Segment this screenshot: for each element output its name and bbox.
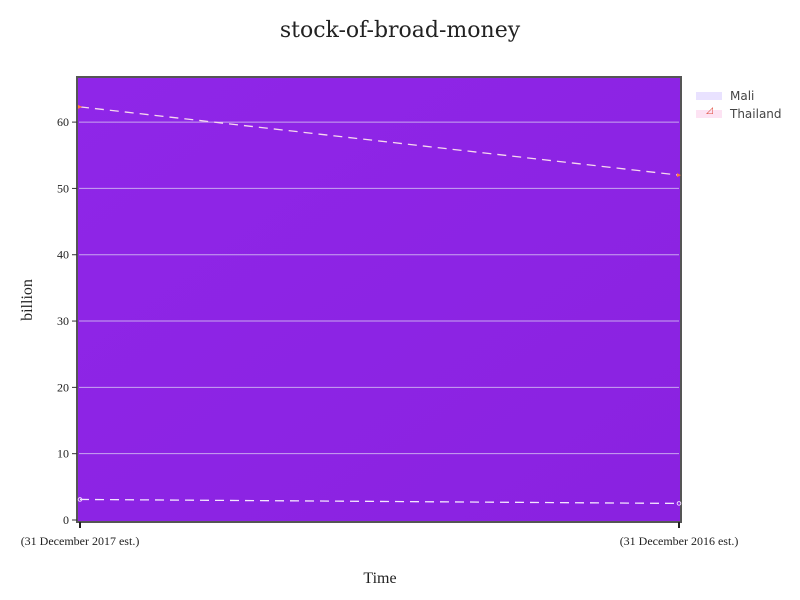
legend-swatch-thailand: ◿	[696, 106, 722, 118]
triangle-marker-icon: ◿	[706, 106, 713, 116]
y-tick-label: 20	[57, 380, 69, 394]
series-line-mali	[79, 498, 680, 505]
series-lines	[77, 104, 682, 506]
chart-title: stock-of-broad-money	[279, 18, 521, 43]
y-tick-label: 10	[57, 447, 69, 461]
y-tick-label: 0	[63, 513, 69, 527]
data-point-thailand	[78, 104, 82, 109]
plot-area	[76, 76, 682, 523]
data-point-mali	[676, 501, 682, 506]
grid-lines	[79, 121, 679, 455]
y-tick-label: 40	[57, 248, 69, 262]
y-axis-ticks: 0 10 20 30 40 50 60	[57, 115, 77, 527]
series-line-thailand	[79, 106, 680, 176]
y-axis-title: billion	[19, 279, 36, 321]
legend-item-thailand[interactable]: ◿ Thailand	[696, 105, 782, 123]
x-tick-label: (31 December 2016 est.)	[620, 534, 739, 548]
legend-item-mali[interactable]: Mali	[696, 87, 782, 105]
data-point-thailand	[677, 173, 681, 178]
y-tick-label: 50	[57, 181, 69, 195]
y-tick-label: 60	[57, 115, 69, 129]
legend[interactable]: Mali ◿ Thailand	[696, 87, 782, 123]
x-tick-label: (31 December 2017 est.)	[21, 534, 140, 548]
legend-label-thailand: Thailand	[730, 107, 782, 121]
legend-label-mali: Mali	[730, 89, 755, 103]
legend-swatch-mali	[696, 92, 722, 100]
y-tick-label: 30	[57, 314, 69, 328]
x-axis-ticks: (31 December 2017 est.) (31 December 2016…	[21, 522, 739, 548]
x-axis-title: Time	[363, 570, 397, 587]
data-point-mali	[77, 497, 83, 502]
